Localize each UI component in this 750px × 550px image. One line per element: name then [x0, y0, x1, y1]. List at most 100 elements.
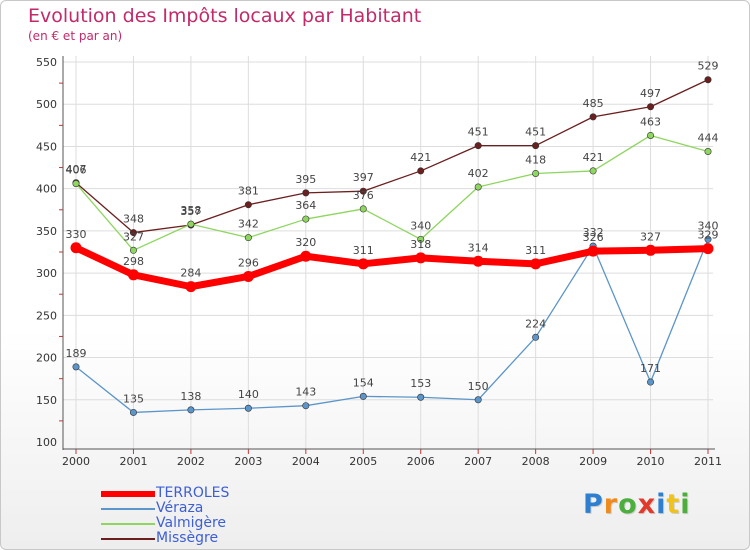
legend-swatch-missegre	[101, 538, 155, 540]
data-label-missegre-2000: 407	[66, 163, 87, 176]
proxiti-logo: Proxiti	[583, 489, 691, 520]
x-tick-label-2009: 2009	[579, 455, 607, 468]
series-line-missegre	[75, 79, 709, 234]
data-label-veraza-2010: 171	[640, 362, 661, 375]
data-point-valmigere-2003	[244, 234, 252, 242]
x-tick-label-2001: 2001	[119, 455, 147, 468]
data-label-valmigere-2004: 364	[295, 199, 316, 212]
x-tick-label-2008: 2008	[522, 455, 550, 468]
data-point-veraza-2006	[417, 393, 425, 401]
data-label-valmigere-2006: 340	[410, 219, 431, 232]
series-line-valmigere	[75, 134, 709, 251]
logo-letter: P	[583, 489, 604, 520]
data-label-valmigere-2008: 418	[525, 153, 546, 166]
data-point-veraza-2010	[647, 378, 655, 386]
data-label-veraza-2000: 189	[66, 347, 87, 360]
legend-item-veraza: Véraza	[101, 500, 301, 516]
data-point-missegre-2008	[532, 142, 540, 150]
data-point-missegre-2006	[417, 167, 425, 175]
data-label-veraza-2002: 138	[180, 390, 201, 403]
y-tick-label-350: 350	[36, 225, 57, 238]
data-point-terroles-2005	[357, 258, 369, 270]
legend-label-missegre: Missègre	[156, 530, 219, 546]
data-point-terroles-2008	[530, 258, 542, 270]
data-point-terroles-2009	[587, 245, 599, 257]
data-point-veraza-2000	[72, 363, 80, 371]
data-point-valmigere-2000	[72, 180, 80, 188]
data-label-valmigere-2000: 406	[66, 164, 87, 177]
data-label-veraza-2007: 150	[468, 380, 489, 393]
data-point-terroles-2003	[242, 270, 254, 282]
data-label-veraza-2001: 135	[123, 392, 144, 405]
series-line-veraza	[75, 238, 709, 414]
y-tick-label-250: 250	[36, 309, 57, 322]
logo-letter: t	[666, 489, 681, 520]
data-point-terroles-2011	[702, 243, 714, 255]
legend: TERROLES Véraza Valmigère Missègre	[101, 485, 301, 546]
data-label-missegre-2008: 451	[525, 126, 546, 139]
y-tick-label-400: 400	[36, 183, 57, 196]
logo-letter: i	[656, 489, 667, 520]
data-label-veraza-2006: 153	[410, 377, 431, 390]
x-tick-label-2000: 2000	[62, 455, 90, 468]
x-tick-label-2010: 2010	[637, 455, 665, 468]
data-point-valmigere-2008	[532, 169, 540, 177]
data-point-veraza-2011	[704, 235, 712, 243]
logo-letter: x	[637, 489, 657, 520]
data-label-missegre-2001: 348	[123, 213, 144, 226]
data-label-terroles-2006: 318	[410, 238, 431, 251]
data-label-valmigere-2002: 358	[180, 204, 201, 217]
data-point-missegre-2001	[129, 229, 137, 237]
data-label-missegre-2005: 397	[353, 171, 374, 184]
data-label-valmigere-2007: 402	[468, 167, 489, 180]
data-point-veraza-2005	[359, 392, 367, 400]
chart-subtitle: (en € et par an)	[28, 29, 123, 43]
data-label-valmigere-2011: 444	[698, 132, 719, 145]
y-tick-label-100: 100	[36, 436, 57, 449]
data-label-terroles-2007: 314	[468, 241, 489, 254]
data-point-veraza-2004	[302, 402, 310, 410]
y-tick-label-200: 200	[36, 352, 57, 365]
data-point-terroles-2000	[70, 242, 82, 254]
data-label-missegre-2002: 357	[180, 205, 201, 218]
data-label-veraza-2008: 224	[525, 317, 546, 330]
data-label-terroles-2009: 326	[583, 231, 604, 244]
data-point-terroles-2007	[472, 255, 484, 267]
data-label-terroles-2008: 311	[525, 244, 546, 257]
data-label-veraza-2009: 332	[583, 226, 604, 239]
data-point-valmigere-2006	[417, 235, 425, 243]
data-label-missegre-2006: 421	[410, 151, 431, 164]
data-point-valmigere-2004	[302, 215, 310, 223]
data-point-missegre-2005	[359, 187, 367, 195]
data-point-terroles-2001	[127, 269, 139, 281]
logo-letter: r	[603, 489, 619, 520]
x-tick-label-2003: 2003	[234, 455, 262, 468]
y-tick-label-150: 150	[36, 394, 57, 407]
x-tick-label-2006: 2006	[407, 455, 435, 468]
data-label-terroles-2011: 329	[698, 229, 719, 242]
data-point-missegre-2010	[647, 103, 655, 111]
legend-swatch-terroles	[101, 491, 155, 497]
data-label-terroles-2001: 298	[123, 255, 144, 268]
y-tick-label-550: 550	[36, 56, 57, 69]
data-point-valmigere-2001	[129, 246, 137, 254]
data-point-valmigere-2005	[359, 205, 367, 213]
data-point-valmigere-2002	[187, 220, 195, 228]
data-point-veraza-2007	[474, 396, 482, 404]
data-label-missegre-2007: 451	[468, 126, 489, 139]
y-tick-label-500: 500	[36, 98, 57, 111]
data-point-veraza-2002	[187, 406, 195, 414]
data-label-veraza-2011: 340	[698, 219, 719, 232]
data-point-missegre-2011	[704, 76, 712, 84]
legend-item-missegre: Missègre	[101, 530, 301, 546]
legend-swatch-valmigere	[101, 523, 155, 525]
data-label-terroles-2005: 311	[353, 244, 374, 257]
data-label-missegre-2010: 497	[640, 87, 661, 100]
data-point-terroles-2010	[645, 244, 657, 256]
legend-item-valmigere: Valmigère	[101, 515, 301, 531]
data-point-terroles-2004	[300, 250, 312, 262]
legend-item-terroles: TERROLES	[101, 485, 301, 501]
data-point-valmigere-2011	[704, 148, 712, 156]
